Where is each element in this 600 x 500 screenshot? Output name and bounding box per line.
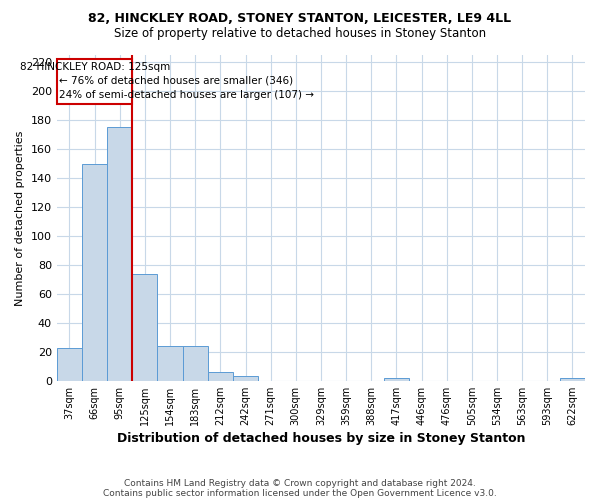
Text: 82, HINCKLEY ROAD, STONEY STANTON, LEICESTER, LE9 4LL: 82, HINCKLEY ROAD, STONEY STANTON, LEICE… <box>88 12 512 26</box>
Text: ← 76% of detached houses are smaller (346): ← 76% of detached houses are smaller (34… <box>59 76 293 86</box>
Text: Size of property relative to detached houses in Stoney Stanton: Size of property relative to detached ho… <box>114 28 486 40</box>
X-axis label: Distribution of detached houses by size in Stoney Stanton: Distribution of detached houses by size … <box>117 432 525 445</box>
Bar <box>384 378 409 381</box>
Text: Contains public sector information licensed under the Open Government Licence v3: Contains public sector information licen… <box>103 488 497 498</box>
Bar <box>560 378 585 381</box>
Bar <box>208 372 233 381</box>
Text: 82 HINCKLEY ROAD: 125sqm: 82 HINCKLEY ROAD: 125sqm <box>20 62 170 72</box>
Text: 24% of semi-detached houses are larger (107) →: 24% of semi-detached houses are larger (… <box>59 90 314 100</box>
Bar <box>133 274 157 381</box>
Bar <box>57 348 82 381</box>
Bar <box>233 376 258 381</box>
Bar <box>157 346 182 381</box>
Bar <box>107 128 133 381</box>
FancyBboxPatch shape <box>57 60 133 104</box>
Text: Contains HM Land Registry data © Crown copyright and database right 2024.: Contains HM Land Registry data © Crown c… <box>124 478 476 488</box>
Bar <box>182 346 208 381</box>
Y-axis label: Number of detached properties: Number of detached properties <box>15 130 25 306</box>
Bar <box>82 164 107 381</box>
